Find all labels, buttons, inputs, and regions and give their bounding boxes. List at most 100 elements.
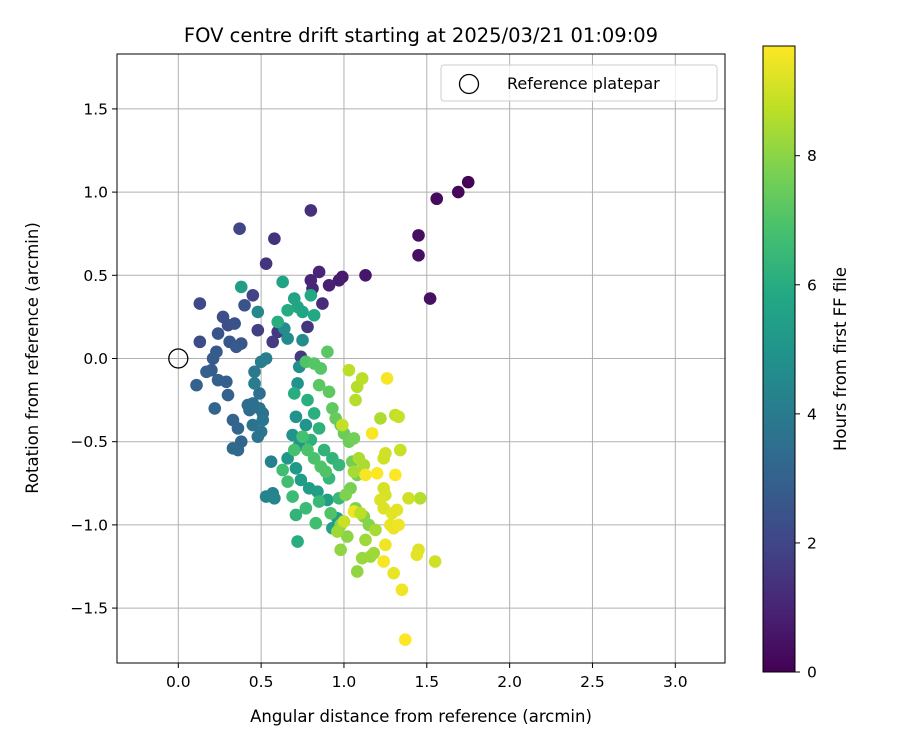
data-point: [238, 298, 251, 312]
data-point: [317, 443, 331, 457]
data-point: [289, 508, 303, 522]
data-point: [281, 475, 294, 488]
data-point: [309, 516, 323, 530]
data-point: [357, 458, 371, 472]
data-point: [322, 385, 336, 399]
y-tick-label: 1.0: [83, 184, 108, 202]
x-tick-label: 0.5: [249, 673, 274, 691]
data-point: [233, 222, 246, 236]
data-point: [193, 335, 207, 349]
legend-reference-marker: [458, 73, 480, 95]
data-point: [253, 387, 266, 400]
colorbar-label: Hours from first FF file: [831, 267, 850, 451]
x-tick-label: 0.0: [166, 673, 191, 691]
data-point: [271, 315, 284, 329]
data-point: [380, 372, 394, 385]
data-point: [276, 275, 289, 289]
data-point: [234, 280, 248, 294]
data-point: [296, 333, 309, 347]
data-point: [367, 546, 381, 560]
data-point: [221, 388, 235, 402]
data-point: [354, 506, 367, 520]
data-point: [259, 352, 273, 365]
data-point: [339, 488, 352, 502]
data-point: [331, 525, 344, 538]
data-point: [254, 425, 268, 439]
data-point: [311, 485, 324, 498]
data-point: [248, 377, 261, 390]
data-point: [268, 232, 281, 245]
colorbar-tick-label: 6: [807, 276, 817, 294]
data-point: [350, 565, 364, 578]
x-tick-label: 2.0: [497, 673, 522, 691]
data-point: [190, 378, 203, 392]
data-point: [246, 288, 260, 302]
data-point: [347, 432, 361, 445]
data-point: [291, 300, 304, 314]
data-point: [359, 468, 372, 482]
colorbar-tick-label: 2: [807, 534, 817, 552]
data-point: [211, 373, 225, 387]
y-axis-label: Rotation from reference (arcmin): [23, 222, 42, 494]
data-point: [193, 297, 207, 310]
x-tick-label: 3.0: [663, 673, 688, 691]
y-axis-ticks: 1.5 1.0 0.5 0.0 −0.5 −1.0 −1.5: [70, 100, 117, 618]
data-point: [289, 462, 303, 475]
chart-title: FOV centre drift starting at 2025/03/21 …: [184, 24, 658, 47]
data-point: [312, 378, 326, 392]
data-point: [291, 535, 304, 548]
data-point: [200, 365, 213, 379]
data-point: [332, 458, 346, 472]
data-point: [392, 410, 405, 424]
legend-box: [440, 64, 718, 102]
x-axis-ticks: 0.0 0.5 1.0 1.5 2.0 2.5 3.0: [166, 663, 688, 691]
data-point: [268, 491, 281, 505]
data-point: [319, 465, 333, 478]
y-tick-label: −1.0: [70, 516, 108, 534]
data-point: [355, 372, 369, 385]
data-point: [387, 566, 400, 580]
data-point: [379, 447, 392, 460]
data-point: [402, 491, 415, 505]
data-point: [286, 428, 299, 442]
data-point: [334, 543, 347, 557]
data-point: [287, 443, 301, 457]
data-point: [301, 320, 314, 334]
y-tick-label: −1.5: [70, 600, 108, 618]
colorbar-ticks: 0 2 4 6 8: [795, 147, 817, 682]
colorbar-tick-label: 8: [807, 147, 817, 165]
data-point: [312, 422, 326, 435]
y-tick-label: 1.5: [83, 100, 108, 118]
data-point: [299, 418, 313, 432]
colorbar-tick-label: 4: [807, 405, 817, 423]
data-point: [321, 345, 334, 359]
x-tick-label: 1.0: [332, 673, 357, 691]
data-point: [395, 583, 409, 597]
legend: Reference platepar: [440, 64, 718, 102]
data-point: [423, 292, 437, 305]
data-point: [296, 430, 309, 444]
data-point: [359, 533, 372, 547]
data-point: [259, 257, 273, 270]
data-point: [412, 249, 425, 262]
y-tick-label: 0.0: [83, 350, 108, 368]
y-tick-label: 0.5: [83, 267, 108, 285]
data-point: [389, 468, 402, 482]
x-axis-label: Angular distance from reference (arcmin): [250, 707, 592, 726]
data-point: [314, 362, 328, 375]
data-point: [294, 473, 308, 487]
data-point: [251, 305, 265, 319]
data-point: [264, 455, 278, 468]
data-point: [322, 278, 336, 292]
data-point: [379, 538, 392, 552]
data-point: [377, 555, 391, 568]
data-point: [347, 465, 361, 478]
data-point: [301, 393, 314, 407]
data-point: [461, 175, 475, 189]
data-point: [337, 515, 351, 528]
data-point: [451, 185, 465, 199]
data-point: [228, 317, 241, 330]
data-point: [287, 387, 301, 400]
data-point: [316, 297, 329, 310]
data-point: [428, 555, 442, 568]
